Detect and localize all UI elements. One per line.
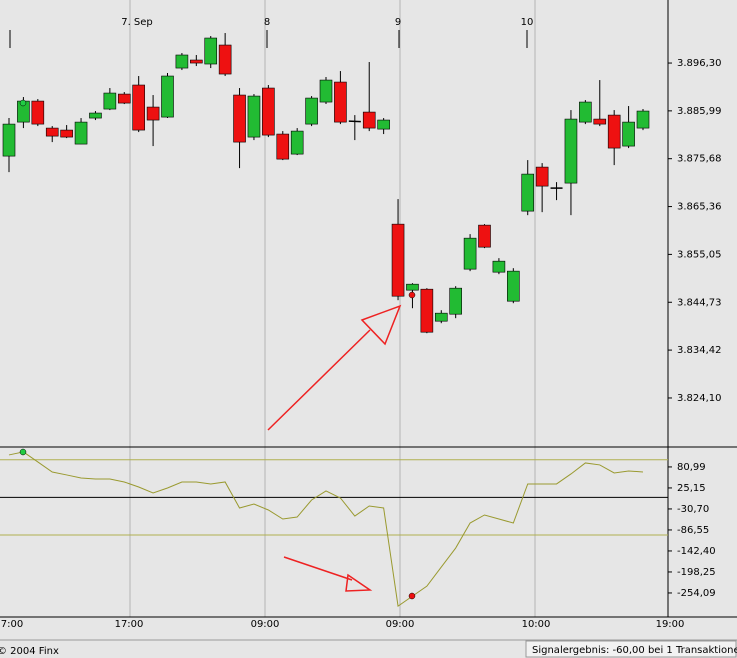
x-tick-label: 7:00	[1, 619, 23, 630]
candle-body	[334, 81, 347, 123]
candle-body	[60, 129, 73, 138]
y-tick-label: -142,40	[677, 546, 716, 557]
y-tick-label: 3.834,42	[677, 345, 722, 356]
candle-body	[463, 237, 477, 270]
candle-body	[636, 110, 650, 129]
y-tick-label: -198,25	[677, 567, 716, 578]
candle-body	[233, 94, 246, 143]
signal-result: Signalergebnis: -60,00 bei 1 Transaktion…	[532, 645, 737, 656]
candle-body	[507, 270, 520, 302]
candle-body	[290, 130, 304, 155]
x-tick-label: 09:00	[251, 619, 280, 630]
buy-signal	[19, 99, 27, 107]
candle-body	[362, 111, 376, 129]
candle-body	[175, 54, 189, 69]
copyright: © 2004 Finx	[0, 646, 59, 657]
y-tick-label: 3.885,99	[677, 106, 722, 117]
candle-body	[103, 92, 117, 110]
y-tick-label: 25,15	[677, 483, 706, 494]
buy-signal	[19, 448, 27, 456]
candle-body	[276, 133, 290, 160]
candle-body	[622, 121, 635, 147]
arrow-head	[345, 573, 373, 592]
candle-body	[146, 106, 160, 121]
x-tick-label: 10:00	[522, 619, 551, 630]
y-tick-label: -30,70	[677, 504, 709, 515]
candle-body	[262, 87, 275, 136]
y-tick-label: -86,55	[677, 525, 709, 536]
top-label: 10	[521, 17, 534, 28]
top-label: 9	[395, 17, 401, 28]
candle-body	[593, 118, 607, 125]
candle-body	[74, 121, 88, 145]
x-tick-label: 09:00	[386, 619, 415, 630]
top-label: 7. Sep	[121, 17, 153, 28]
candle-body	[434, 312, 448, 322]
candle-body	[89, 112, 102, 119]
sell-signal	[408, 592, 416, 600]
x-tick-label: 19:00	[656, 619, 685, 630]
candle-body	[564, 118, 578, 184]
candle-body	[420, 288, 434, 333]
annotations	[19, 99, 416, 600]
sell-signal	[408, 291, 416, 299]
candle-body	[247, 95, 261, 138]
arrow	[267, 329, 371, 431]
y-tick-label: 3.844,73	[677, 297, 722, 308]
candle-body	[2, 123, 16, 157]
indicator-line	[8, 451, 644, 608]
candle-body	[161, 75, 174, 118]
candle-body	[190, 59, 203, 64]
candle-body	[117, 93, 131, 104]
arrow-head	[360, 304, 402, 346]
y-tick-label: -254,09	[677, 588, 716, 599]
arrow	[283, 556, 353, 581]
candle-body	[391, 223, 405, 297]
y-tick-label: 3.865,36	[677, 202, 722, 213]
candle-body	[218, 44, 232, 75]
y-tick-label: 3.855,05	[677, 249, 722, 260]
candle-body	[492, 260, 506, 273]
candle-body	[348, 120, 361, 123]
candle-body	[31, 100, 45, 125]
x-tick-label: 17:00	[115, 619, 144, 630]
y-tick-label: 3.896,30	[677, 58, 722, 69]
candle-body	[521, 173, 535, 212]
candle-body	[449, 287, 462, 315]
candle-body	[204, 37, 218, 65]
y-tick-label: 3.875,68	[677, 154, 722, 165]
signal-box	[525, 640, 737, 658]
candle-body	[132, 84, 145, 131]
y-tick-label: 3.824,10	[677, 393, 722, 404]
candle-body	[478, 224, 491, 248]
candle-body	[305, 97, 318, 125]
candle-body	[319, 79, 333, 103]
candle-body	[377, 119, 390, 130]
candle-body	[45, 127, 59, 137]
candle-body	[579, 101, 592, 123]
candle-body	[535, 166, 549, 187]
candle-body	[607, 114, 621, 149]
candle-body	[406, 283, 419, 291]
y-tick-label: 80,99	[677, 462, 706, 473]
top-label: 8	[264, 17, 270, 28]
